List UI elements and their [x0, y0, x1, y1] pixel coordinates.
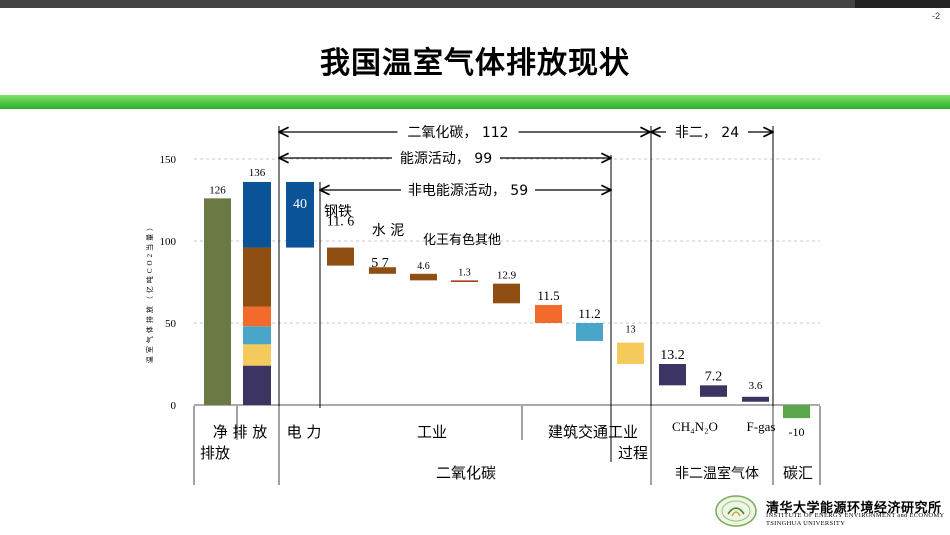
bar-steel: [327, 247, 354, 266]
bracket-label-bg: [392, 148, 500, 166]
bar-total-seg4: [243, 306, 271, 327]
footer-university-en: TSINGHUA UNIVERSITY: [766, 520, 846, 527]
bar-fgas: [742, 396, 769, 402]
bar-chem: [410, 273, 437, 281]
bar-net: [204, 198, 231, 405]
sector-label-steel: 钢铁: [324, 204, 352, 220]
group-label-sink: 碳汇: [783, 464, 813, 482]
bar-power: [286, 181, 314, 248]
bracket-label-non_co2: 非二， 24: [675, 125, 739, 141]
bracket-label-bg: [397, 122, 519, 140]
data-label-power: 40: [293, 197, 307, 212]
sector-label-cement: 水 泥: [372, 223, 404, 239]
bar-total-seg5: [243, 247, 271, 307]
top-bar-accent: [855, 0, 950, 8]
category-label-industry: 工业: [417, 423, 447, 441]
bar-total-seg6: [243, 181, 271, 248]
data-label-steel: 11. 6: [327, 215, 354, 230]
bar-transport: [576, 323, 603, 342]
bar-cement: [369, 267, 396, 274]
y-tick-label: 100: [160, 236, 177, 248]
y-tick-label: 0: [171, 400, 177, 412]
data-label-other: 12.9: [497, 270, 517, 282]
bar-total-seg3: [243, 326, 271, 345]
bar-nonferrous: [451, 280, 478, 282]
data-label-total: 136: [249, 167, 266, 179]
category-label-net-2: 排放: [200, 444, 230, 462]
y-axis-title: 温室气体排放（亿吨CO2当量）: [145, 221, 154, 363]
bar-building: [535, 304, 562, 323]
bracket-label-co2: 二氧化碳， 112: [407, 125, 508, 141]
bracket-label-non_power: 非电能源活动， 59: [408, 183, 528, 199]
slide-title: 我国温室气体排放现状: [320, 46, 630, 81]
y-tick-label: 150: [160, 154, 177, 166]
data-label-net: 126: [209, 184, 226, 196]
bar-sink: [783, 405, 810, 419]
category-label-building-transport-2: 过程: [618, 444, 648, 462]
footer-org-en: INSTITUTE OF ENERGY ENVIRONMENT and ECON…: [766, 512, 945, 519]
page-number: -2: [931, 11, 940, 21]
group-label-co2: 二氧化碳: [436, 464, 496, 482]
bracket-label-bg: [666, 122, 748, 140]
data-label-sink: -10: [789, 425, 805, 439]
bar-process: [617, 342, 644, 364]
title-band: [0, 95, 950, 109]
category-label-power: 电 力: [287, 423, 322, 441]
data-label-cement: 5 7: [371, 256, 389, 271]
bar-total-seg2: [243, 344, 271, 366]
bracket-label-energy: 能源活动， 99: [400, 151, 492, 167]
category-label-fgas: F-gas: [747, 419, 776, 434]
data-label-n2o: 7.2: [705, 369, 723, 384]
bar-ch4: [659, 364, 686, 386]
data-label-transport: 11.2: [578, 306, 600, 321]
bar-total-seg1: [243, 365, 271, 405]
data-label-fgas: 3.6: [749, 380, 763, 392]
data-label-building: 11.5: [537, 288, 559, 303]
category-label-ch4-n2o: CH₄N₂O: [672, 419, 718, 434]
y-tick-label: 50: [165, 318, 177, 330]
sector-label-chem-other: 化王有色其他: [423, 232, 501, 248]
tsinghua-seal-icon: [714, 494, 758, 528]
top-bar: [0, 0, 950, 8]
bar-other: [493, 283, 520, 304]
footer-org-cn: 清华大学能源环境经济研究所: [766, 501, 942, 516]
bracket-label-bg: [401, 180, 535, 198]
data-label-process: 13: [626, 325, 636, 336]
data-label-nonferrous: 1.3: [458, 267, 471, 278]
data-label-chem: 4.6: [417, 261, 430, 272]
bar-n2o: [700, 385, 727, 397]
category-label-net-1: 净 排 放: [213, 423, 268, 441]
group-label-non-co2: 非二温室气体: [675, 465, 759, 482]
category-label-building-transport-1: 建筑交通工业: [548, 423, 638, 441]
data-label-ch4: 13.2: [660, 348, 685, 363]
